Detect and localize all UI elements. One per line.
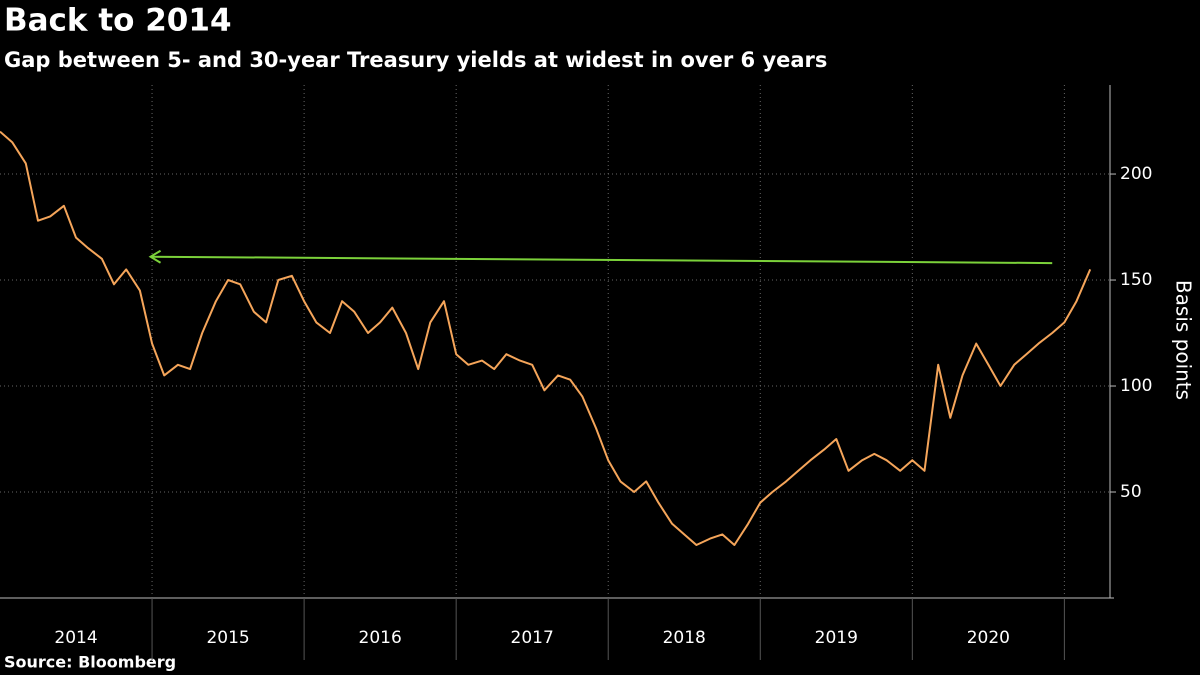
y-tick-label: 100 <box>1120 376 1152 396</box>
y-tick-label: 50 <box>1120 482 1142 502</box>
chart-title: Back to 2014 <box>4 3 232 39</box>
chart-subtitle: Gap between 5- and 30-year Treasury yiel… <box>4 48 827 72</box>
x-tick-label: 2019 <box>815 628 858 648</box>
y-axis-label: Basis points <box>1172 280 1196 400</box>
x-tick-label: 2020 <box>967 628 1010 648</box>
y-tick-label: 150 <box>1120 270 1152 290</box>
x-tick-label: 2017 <box>511 628 554 648</box>
annotation-arrow <box>150 255 1053 265</box>
y-tick-label: 200 <box>1120 164 1152 184</box>
x-tick-label: 2016 <box>359 628 402 648</box>
x-tick-label: 2015 <box>206 628 249 648</box>
annotation-arrowhead <box>148 249 162 264</box>
x-tick-label: 2014 <box>54 628 97 648</box>
x-tick-label: 2018 <box>663 628 706 648</box>
data-line <box>0 130 1092 546</box>
source: Source: Bloomberg <box>4 653 176 672</box>
